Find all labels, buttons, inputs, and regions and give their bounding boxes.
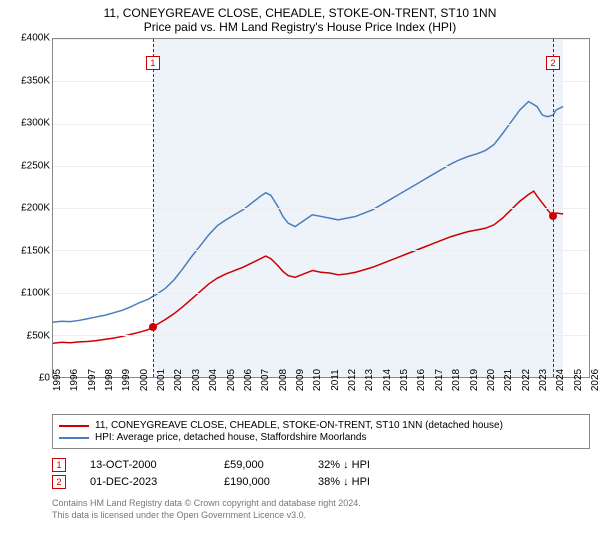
y-tick-label: £350K [21,75,50,86]
sale-marker-box: 2 [546,56,560,70]
sales-table: 1 13-OCT-2000 £59,000 32% ↓ HPI 2 01-DEC-2023… [52,455,590,492]
title-block: 11, CONEYGREAVE CLOSE, CHEADLE, STOKE-ON… [10,6,590,34]
y-tick-label: £400K [21,33,50,44]
legend-swatch [59,425,89,427]
x-tick-label: 2007 [260,369,271,391]
x-tick-label: 2003 [191,369,202,391]
y-tick-label: £250K [21,160,50,171]
y-tick-label: £300K [21,118,50,129]
gridline-h [53,250,589,251]
legend-swatch [59,437,89,439]
series-property [53,191,563,343]
sales-row-date: 01-DEC-2023 [90,476,200,488]
x-tick-label: 2024 [555,369,566,391]
x-tick-label: 2006 [243,369,254,391]
sales-row-num: 1 [52,458,66,472]
x-tick-label: 2012 [347,369,358,391]
sales-row-num: 2 [52,475,66,489]
x-tick-label: 2004 [208,369,219,391]
sale-marker-box: 1 [146,56,160,70]
plot-area: 12 [52,38,590,378]
x-tick-label: 2005 [226,369,237,391]
x-tick-label: 1999 [121,369,132,391]
sales-row-hpi: 32% ↓ HPI [318,459,408,471]
x-tick-label: 2023 [538,369,549,391]
x-tick-label: 2020 [486,369,497,391]
sales-row-price: £59,000 [224,459,294,471]
gridline-h [53,335,589,336]
gridline-h [53,208,589,209]
gridline-h [53,39,589,40]
y-axis: £0£50K£100K£150K£200K£250K£300K£350K£400… [10,38,52,378]
x-tick-label: 2026 [590,369,600,391]
x-tick-label: 2019 [469,369,480,391]
gridline-h [53,166,589,167]
footer-line1: Contains HM Land Registry data © Crown c… [52,498,590,510]
legend-label: 11, CONEYGREAVE CLOSE, CHEADLE, STOKE-ON… [95,420,503,431]
sales-row-date: 13-OCT-2000 [90,459,200,471]
x-tick-label: 2025 [573,369,584,391]
sales-row-price: £190,000 [224,476,294,488]
x-tick-label: 2009 [295,369,306,391]
legend-row: 11, CONEYGREAVE CLOSE, CHEADLE, STOKE-ON… [59,420,583,431]
x-tick-label: 1995 [52,369,63,391]
x-tick-label: 2015 [399,369,410,391]
legend-label: HPI: Average price, detached house, Staf… [95,432,366,443]
x-tick-label: 2017 [434,369,445,391]
x-tick-label: 2000 [139,369,150,391]
title-subtitle: Price paid vs. HM Land Registry's House … [10,20,590,34]
footer-line2: This data is licensed under the Open Gov… [52,510,590,522]
x-tick-label: 2002 [173,369,184,391]
chart-container: 11, CONEYGREAVE CLOSE, CHEADLE, STOKE-ON… [0,0,600,560]
x-tick-label: 1996 [69,369,80,391]
sale-marker-dot [549,212,557,220]
x-tick-label: 2010 [312,369,323,391]
legend-row: HPI: Average price, detached house, Staf… [59,432,583,443]
series-hpi [53,102,563,323]
title-address: 11, CONEYGREAVE CLOSE, CHEADLE, STOKE-ON… [10,6,590,20]
footer: Contains HM Land Registry data © Crown c… [52,498,590,521]
y-tick-label: £100K [21,288,50,299]
x-tick-label: 1997 [87,369,98,391]
sale-marker-line [553,39,554,377]
legend: 11, CONEYGREAVE CLOSE, CHEADLE, STOKE-ON… [52,414,590,449]
y-tick-label: £200K [21,203,50,214]
x-tick-label: 2021 [503,369,514,391]
sale-marker-dot [149,323,157,331]
x-axis-ticks: 1995199619971998199920002001200220032004… [52,378,590,410]
gridline-h [53,124,589,125]
y-tick-label: £50K [27,330,50,341]
x-tick-label: 2008 [278,369,289,391]
x-tick-label: 2018 [451,369,462,391]
sales-row-hpi: 38% ↓ HPI [318,476,408,488]
x-tick-label: 2016 [416,369,427,391]
y-tick-label: £150K [21,245,50,256]
gridline-h [53,293,589,294]
x-tick-label: 2014 [382,369,393,391]
x-tick-label: 2011 [330,369,341,391]
x-axis: 1995199619971998199920002001200220032004… [10,378,590,410]
x-tick-label: 2013 [364,369,375,391]
x-tick-label: 2001 [156,369,167,391]
chart-area: £0£50K£100K£150K£200K£250K£300K£350K£400… [10,38,590,378]
y-tick-label: £0 [39,373,50,384]
x-tick-label: 1998 [104,369,115,391]
sales-row: 2 01-DEC-2023 £190,000 38% ↓ HPI [52,475,590,489]
gridline-h [53,81,589,82]
sales-row: 1 13-OCT-2000 £59,000 32% ↓ HPI [52,458,590,472]
x-tick-label: 2022 [521,369,532,391]
